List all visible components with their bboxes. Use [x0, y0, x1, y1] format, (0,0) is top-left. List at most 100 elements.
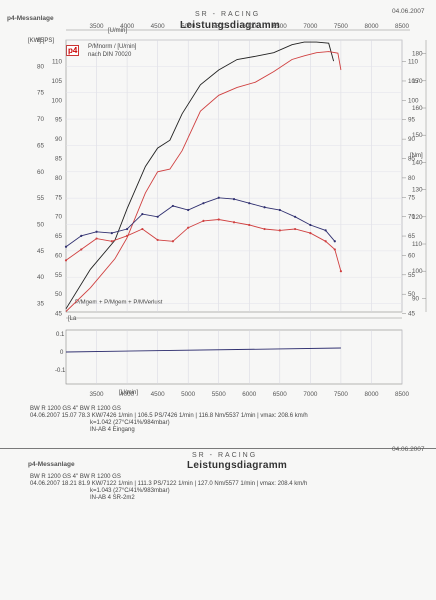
torque-point	[217, 218, 220, 221]
torque-point	[125, 234, 129, 237]
x-tick-label-top: 8500	[395, 23, 410, 30]
torque-point	[141, 227, 144, 231]
torque-curve-after	[65, 219, 342, 272]
run-info-line-1: BW R 1200 GS 4" BW R 1200 GS	[30, 406, 121, 412]
kw-tick-label: 80	[37, 63, 45, 70]
ps-tick-label: 60	[55, 252, 63, 259]
ps-tick-label: 90	[55, 136, 63, 143]
x-tick-label-bottom: 6000	[242, 391, 257, 398]
torque-point	[333, 248, 336, 251]
torque-point	[64, 245, 68, 248]
x-tick-label-top: 3500	[90, 23, 105, 30]
ps-tick-label: 65	[55, 233, 63, 240]
footer-line-3: k=1.043 (27°C/41%/983mbar)	[90, 488, 170, 494]
torque-point	[80, 234, 83, 237]
page-title: Leistungsdiagramm	[180, 20, 281, 31]
torque-point	[232, 221, 236, 224]
ps-tick-label: 85	[55, 156, 63, 163]
torque-point	[171, 240, 175, 243]
p4-logo: p4	[66, 45, 80, 56]
ps-tick-label: 45	[55, 311, 63, 318]
x-tick-label-top: 4000	[120, 23, 135, 30]
torque-point	[333, 240, 336, 243]
kw-tick-label: 70	[37, 116, 45, 123]
lambda-tick-neg: -0.1	[55, 368, 66, 374]
ps-tick-label: 50	[55, 291, 63, 298]
run-info-line-3: k=1.042 (27°C/41%/984mbar)	[90, 420, 170, 426]
lambda-rpm-unit: [U/min]	[119, 390, 139, 396]
ps-right-tick-label: 90	[408, 136, 416, 143]
nm-tick-label: 160	[412, 105, 423, 112]
torque-point	[187, 226, 190, 229]
x-tick-label-top: 5000	[181, 23, 196, 30]
torque-point	[309, 223, 312, 227]
left-axis-units: [KW] [PS]	[28, 38, 55, 44]
torque-point	[309, 232, 312, 235]
kw-tick-label: 60	[37, 169, 45, 176]
footer-title: Leistungsdiagramm	[187, 460, 288, 471]
torque-point	[278, 229, 281, 232]
kw-tick-label: 45	[37, 248, 45, 255]
ps-right-tick-label: 100	[408, 97, 419, 104]
x-tick-label-bottom: 3500	[90, 391, 105, 398]
ps-tick-label: 110	[52, 59, 63, 66]
legend-line-2: nach DIN 70020	[88, 52, 132, 58]
x-tick-label-top: 6000	[242, 23, 257, 30]
x-tick-label-bottom: 6500	[273, 391, 288, 398]
footer-date: 04.06.2007	[392, 446, 425, 453]
ps-right-tick-label: 60	[408, 252, 416, 259]
header-date: 04.06.2007	[392, 8, 425, 15]
ps-tick-label: 70	[55, 214, 63, 221]
torque-point	[248, 202, 251, 205]
x-tick-label-bottom: 7500	[334, 391, 349, 398]
nm-tick-label: 120	[412, 214, 423, 221]
torque-point	[95, 230, 98, 233]
nm-tick-label: 140	[412, 159, 423, 166]
ps-tick-label: 105	[51, 78, 62, 85]
page-divider	[0, 448, 436, 449]
torque-point	[324, 229, 327, 232]
nm-tick-label: 150	[412, 132, 423, 139]
lambda-label: [La	[68, 316, 77, 322]
brand-name: SR - RACING	[195, 11, 261, 18]
x-tick-label-bottom: 5500	[212, 391, 227, 398]
ps-right-tick-label: 105	[408, 78, 419, 85]
x-tick-label-bottom: 5000	[181, 391, 196, 398]
kw-tick-label: 50	[37, 221, 45, 228]
ps-tick-label: 100	[51, 97, 62, 104]
torque-point	[80, 248, 83, 251]
x-tick-label-top: 5500	[212, 23, 227, 30]
torque-point	[156, 238, 159, 242]
ps-tick-label: 95	[55, 117, 63, 124]
nm-tick-label: 180	[412, 51, 423, 58]
ps-right-tick-label: 55	[408, 272, 416, 279]
x-tick-label-top: 7500	[334, 23, 349, 30]
torque-point	[171, 204, 175, 208]
x-tick-label-bottom: 8500	[395, 391, 410, 398]
ps-right-tick-label: 80	[408, 175, 416, 182]
x-tick-label-bottom: 8000	[364, 391, 379, 398]
lambda-tick-pos: 0.1	[56, 332, 65, 338]
rpm-unit-top: [U/min]	[108, 28, 128, 34]
nm-tick-label: 110	[412, 241, 423, 248]
ps-right-tick-label: 50	[408, 291, 416, 298]
x-tick-label-top: 6500	[273, 23, 288, 30]
torque-point	[278, 208, 281, 212]
x-tick-label-bottom: 4500	[151, 391, 166, 398]
kw-tick-label: 35	[37, 301, 45, 308]
ps-tick-label: 80	[55, 175, 63, 182]
torque-point	[293, 215, 297, 218]
torque-point	[263, 206, 266, 209]
torque-point	[64, 259, 68, 262]
torque-point	[293, 227, 297, 231]
lambda-curve	[65, 347, 341, 353]
nm-tick-label: 90	[412, 295, 420, 302]
nm-tick-label: 130	[412, 187, 423, 194]
torque-unit: [Nm]	[410, 153, 423, 159]
torque-point	[95, 237, 98, 240]
x-tick-label-bottom: 7000	[303, 391, 318, 398]
ps-right-tick-label: 70	[408, 214, 416, 221]
x-tick-label-top: 8000	[364, 23, 379, 30]
power-curve-after	[65, 51, 342, 312]
